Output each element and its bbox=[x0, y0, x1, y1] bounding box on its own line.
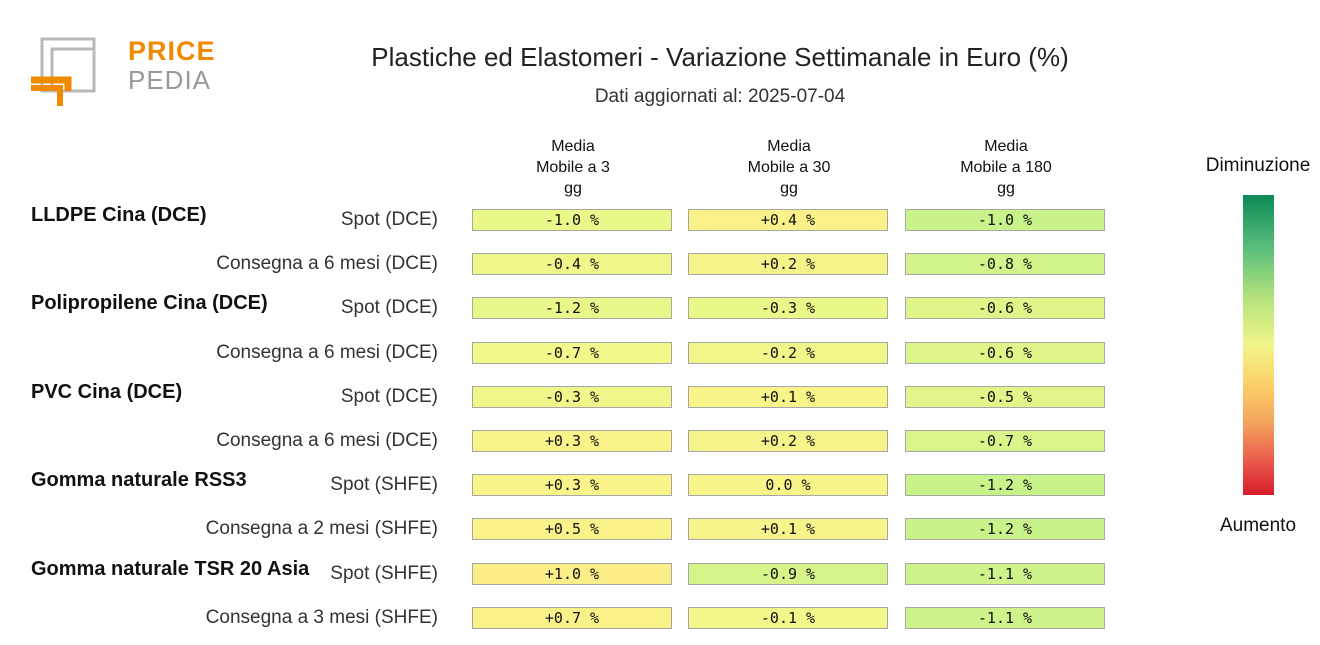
heatmap-cell: -0.6 % bbox=[905, 341, 1105, 364]
heatmap-cell: -0.1 % bbox=[688, 606, 888, 629]
heatmap-cell: +0.7 % bbox=[472, 606, 672, 629]
pricepedia-logo: PRICE PEDIA bbox=[28, 36, 215, 112]
column-header-3: Media Mobile a 180 gg bbox=[960, 138, 1052, 197]
heatmap-cell: -0.3 % bbox=[472, 385, 672, 408]
heatmap-cell: -0.5 % bbox=[905, 385, 1105, 408]
heatmap-cell: -1.0 % bbox=[472, 209, 672, 231]
row-label: Spot (DCE) bbox=[340, 297, 438, 319]
heatmap-cell: +0.1 % bbox=[688, 518, 888, 541]
heatmap-cell: -0.4 % bbox=[472, 253, 672, 276]
heatmap-cell: -0.9 % bbox=[688, 562, 888, 585]
chart-subtitle: Dati aggiornati al: 2025-07-04 bbox=[594, 86, 846, 107]
group-label: Polipropilene Cina (DCE) bbox=[31, 292, 268, 315]
heatmap-cell: +0.2 % bbox=[688, 430, 888, 452]
heatmap-cell: +0.5 % bbox=[472, 518, 672, 541]
heatmap-cell: +1.0 % bbox=[472, 562, 672, 585]
heatmap-cell: -1.0 % bbox=[905, 209, 1105, 231]
chart-title: Plastiche ed Elastomeri - Variazione Set… bbox=[371, 42, 1069, 72]
row-label: Spot (SHFE) bbox=[330, 562, 438, 584]
heatmap-cell: -0.7 % bbox=[472, 341, 672, 364]
row-label: Consegna a 6 mesi (DCE) bbox=[216, 341, 438, 363]
heatmap-cell: 0.0 % bbox=[688, 474, 888, 497]
heatmap-cell: -0.7 % bbox=[905, 430, 1105, 452]
row-label: Consegna a 3 mesi (SHFE) bbox=[205, 606, 438, 628]
row-label: Spot (DCE) bbox=[340, 385, 438, 407]
heatmap-cell: -0.6 % bbox=[905, 297, 1105, 320]
heatmap-cell: -0.3 % bbox=[688, 297, 888, 320]
heatmap-cell: +0.1 % bbox=[688, 385, 888, 408]
group-label: Gomma naturale TSR 20 Asia bbox=[31, 557, 310, 580]
row-label: Consegna a 6 mesi (DCE) bbox=[216, 430, 438, 451]
row-label: Consegna a 6 mesi (DCE) bbox=[216, 253, 438, 275]
legend-top-label: Diminuzione bbox=[1205, 155, 1311, 176]
heatmap-cell: +0.4 % bbox=[688, 209, 888, 231]
heatmap-cell: -1.2 % bbox=[905, 474, 1105, 497]
heatmap-cell: -1.1 % bbox=[905, 606, 1105, 629]
heatmap-cell: +0.3 % bbox=[472, 430, 672, 452]
legend-color-scale bbox=[1243, 195, 1274, 495]
group-label: LLDPE Cina (DCE) bbox=[31, 204, 207, 226]
logo-text-pedia: PEDIA bbox=[128, 65, 212, 95]
row-label: Spot (DCE) bbox=[340, 209, 438, 230]
logo-mark-icon bbox=[31, 37, 96, 106]
group-label: Gomma naturale RSS3 bbox=[31, 469, 247, 492]
heatmap-cell: -1.2 % bbox=[905, 518, 1105, 541]
column-header-1: Media Mobile a 3 gg bbox=[536, 138, 610, 197]
heatmap-cell: +0.3 % bbox=[472, 474, 672, 497]
row-label: Spot (SHFE) bbox=[330, 474, 438, 496]
legend-bottom-label: Aumento bbox=[1219, 515, 1297, 536]
heatmap-cell: -0.2 % bbox=[688, 341, 888, 364]
group-label: PVC Cina (DCE) bbox=[31, 380, 183, 403]
heatmap-cell: -1.1 % bbox=[905, 562, 1105, 585]
heatmap-cell: -1.2 % bbox=[472, 297, 672, 320]
logo-text-price: PRICE bbox=[128, 36, 216, 66]
heatmap-cell: +0.2 % bbox=[688, 253, 888, 276]
row-label: Consegna a 2 mesi (SHFE) bbox=[205, 518, 438, 540]
column-header-2: Media Mobile a 30 gg bbox=[747, 138, 831, 197]
heatmap-cell: -0.8 % bbox=[905, 253, 1105, 276]
